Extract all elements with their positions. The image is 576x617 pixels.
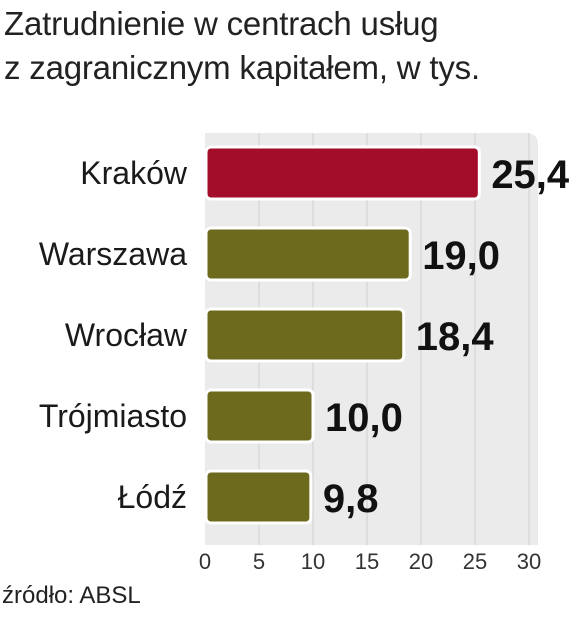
value-label: 10,0: [325, 396, 403, 440]
x-tick-label: 20: [409, 549, 433, 574]
bar: [204, 307, 406, 363]
chart-title-line-2: z zagranicznym kapitałem, w tys.: [4, 49, 480, 86]
chart-title: Zatrudnienie w centrach usług z zagranic…: [4, 2, 574, 90]
source-note: źródło: ABSL: [2, 582, 141, 609]
value-label: 25,4: [491, 153, 570, 197]
value-label: 18,4: [416, 315, 495, 359]
category-label: Łódź: [118, 479, 187, 515]
category-label: Warszawa: [39, 236, 187, 272]
x-tick-label: 10: [301, 549, 325, 574]
x-tick-label: 25: [463, 549, 487, 574]
category-label: Trójmiasto: [39, 398, 187, 434]
x-tick-label: 5: [253, 549, 265, 574]
chart-title-line-1: Zatrudnienie w centrach usług: [4, 5, 439, 42]
value-label: 19,0: [422, 234, 500, 278]
bar: [204, 226, 412, 282]
x-tick-label: 0: [199, 549, 211, 574]
x-tick-label: 30: [517, 549, 541, 574]
bar: [204, 145, 481, 201]
value-label: 9,8: [323, 477, 379, 521]
category-label: Kraków: [80, 155, 188, 191]
bar: [204, 469, 313, 525]
x-tick-label: 15: [355, 549, 379, 574]
category-label: Wrocław: [65, 317, 188, 353]
bar: [204, 388, 315, 444]
